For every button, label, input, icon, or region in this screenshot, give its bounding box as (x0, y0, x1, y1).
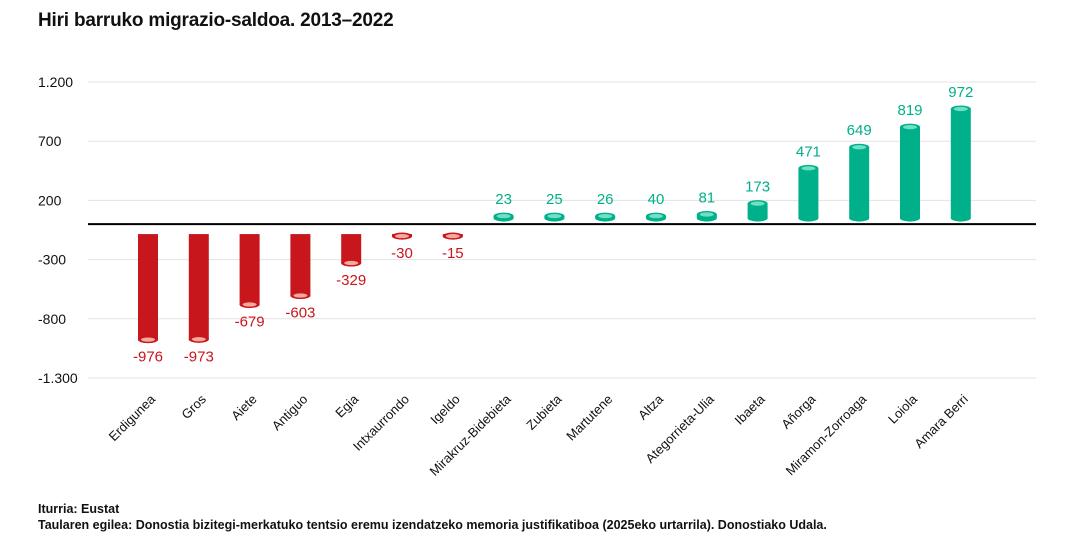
bar-cap (547, 213, 562, 219)
x-tick-label: Erdigunea (106, 391, 159, 444)
y-axis-ticks: 1.200 700 200 -300 -800 -1.300 (38, 74, 78, 386)
x-tick-label: Zubieta (523, 391, 565, 433)
data-label: 819 (897, 102, 922, 119)
bar (595, 212, 616, 222)
data-label: 81 (698, 189, 715, 206)
gridlines (88, 81, 1036, 379)
bar (849, 143, 870, 222)
x-tick-label: Añorga (778, 391, 819, 432)
bar (900, 123, 920, 222)
data-labels: -976 -973 -679 -603 -329 -30 -15 23 25 26 40 81 173 4… (133, 84, 973, 366)
bar (950, 105, 971, 222)
data-label: 40 (648, 191, 665, 208)
bar (392, 232, 412, 240)
bar-body (341, 234, 362, 264)
bar-cap (191, 337, 206, 342)
chart-title: Hiri barruko migrazio-saldoa. 2013–2022 (38, 10, 394, 31)
bar (239, 234, 260, 308)
y-tick-label: 1.200 (38, 74, 73, 90)
x-tick-label: Amara Berri (911, 391, 971, 451)
bar-base (950, 214, 971, 222)
bar-cap (953, 106, 968, 112)
data-label: 26 (597, 191, 614, 208)
bar (544, 212, 565, 222)
x-axis-ticks: Erdigunea Gros Aiete Antiguo EgiaIntxaurrond… (106, 391, 971, 479)
x-tick-label: Igeldo (427, 392, 463, 428)
y-tick-label: -800 (38, 311, 66, 327)
bar (442, 232, 463, 240)
data-label: -679 (235, 313, 265, 330)
bar-body (747, 203, 768, 219)
bar-base (849, 214, 870, 222)
bar-cap (598, 213, 613, 219)
bar-cap (293, 293, 308, 298)
bar-body (188, 234, 209, 340)
x-tick-label: Martutene (563, 392, 615, 444)
bar-body (798, 168, 819, 219)
data-label: 173 (745, 179, 770, 196)
bar (138, 234, 158, 344)
bar-cap (242, 302, 257, 307)
bar-cap (852, 145, 867, 150)
bar-body (290, 234, 311, 296)
bar-cap (801, 166, 816, 171)
credit-note: Taularen egilea: Donostia bizitegi-merka… (38, 518, 827, 532)
bar-base (900, 214, 920, 222)
bar (493, 212, 514, 222)
x-tick-label: Aiete (228, 392, 260, 424)
bar-cap (344, 260, 359, 266)
bar-cap (496, 213, 511, 219)
data-label: -30 (391, 245, 413, 262)
bar-cap (649, 213, 663, 219)
data-label: 25 (546, 191, 563, 208)
bar-cap (903, 125, 917, 130)
y-tick-label: -300 (38, 252, 66, 268)
y-tick-label: 200 (38, 192, 62, 208)
data-label: 972 (948, 84, 973, 101)
bar-cap (750, 201, 765, 206)
data-label: -15 (442, 245, 464, 262)
x-tick-label: Loiola (885, 391, 921, 427)
bar-cap (395, 233, 409, 239)
x-tick-label: Antiguo (269, 392, 311, 434)
x-tick-label: Ibaeta (732, 391, 769, 428)
bar-body (950, 108, 971, 219)
bar-body (138, 234, 158, 340)
bar (188, 234, 209, 343)
data-label: -329 (336, 272, 366, 289)
bar-cap (445, 233, 460, 239)
bar (646, 212, 666, 222)
data-label: -603 (285, 304, 315, 321)
data-label: -976 (133, 349, 163, 366)
bar-body (900, 127, 920, 219)
bar (747, 200, 768, 222)
bar-body (239, 234, 260, 305)
y-tick-label: 700 (38, 133, 62, 149)
bar-cap (699, 212, 714, 217)
bar (341, 234, 362, 267)
bar (290, 234, 311, 299)
bars (138, 105, 971, 344)
bar (798, 164, 819, 222)
x-tick-label: Egia (332, 391, 362, 421)
bar (696, 210, 717, 222)
data-label: -973 (184, 348, 214, 365)
bar-cap (141, 337, 155, 342)
data-label: 23 (495, 191, 512, 208)
data-label: 471 (796, 143, 821, 160)
bar-base (747, 214, 768, 222)
x-tick-label: Gros (178, 391, 209, 422)
y-tick-label: -1.300 (38, 370, 78, 386)
bar-chart: 1.200 700 200 -300 -800 -1.300 -976 -973 -679 -6… (38, 74, 1036, 479)
source-note: Iturria: Eustat (38, 502, 120, 516)
bar-base (798, 214, 819, 222)
x-tick-label: Altza (635, 391, 667, 423)
bar-body (849, 147, 870, 219)
data-label: 649 (847, 122, 872, 139)
